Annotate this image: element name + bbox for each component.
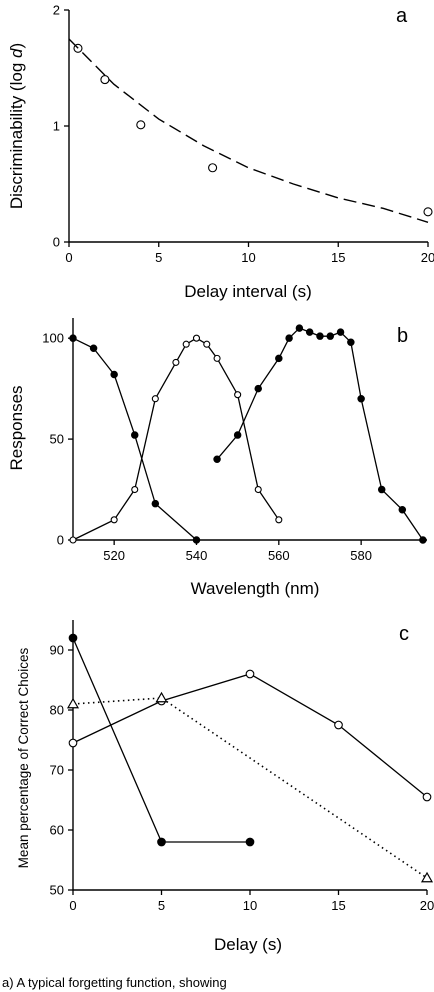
- panel-a-x-axis-label: Delay interval (s): [184, 282, 312, 301]
- panel-a-y-axis-label-close: ): [7, 43, 26, 49]
- panel-b-series-2-point: [275, 354, 283, 363]
- panel-c-label: c: [399, 623, 409, 645]
- panel-b-y-axis-label: Responses: [7, 385, 26, 470]
- panel-a-series-0-point: [136, 120, 146, 130]
- panel-c-series-1-point: [334, 720, 343, 730]
- panel-a-y-axis-label-var: d: [7, 48, 26, 58]
- panel-a-xtick-label: 0: [65, 250, 72, 265]
- panel-a-ytick-label: 1: [53, 119, 60, 134]
- figure-caption: a) A typical forgetting function, showin…: [2, 975, 227, 990]
- panel-c-xtick-label: 20: [420, 898, 434, 913]
- panel-c-series-0-line: [72, 637, 250, 843]
- panel-a-series-0-point: [208, 163, 218, 173]
- panel-c-series-2-point: [155, 691, 168, 703]
- panel-a-xtick-label: 15: [331, 250, 345, 265]
- panel-c-xtick-label: 15: [331, 898, 345, 913]
- panel-c-ytick-label: 90: [50, 643, 64, 658]
- panel-b-series-2-point: [285, 334, 293, 342]
- panel-b-series-0-point: [110, 370, 118, 379]
- panel-c-y-axis-label: Mean percentage of Correct Choices: [16, 647, 31, 868]
- panel-c-series-2-point: [66, 697, 80, 709]
- panel-c-xtick-label: 0: [69, 898, 76, 913]
- panel-c-series-1-point: [68, 738, 78, 748]
- panel-c-series-0-point: [157, 837, 166, 847]
- panel-b-axes: [72, 318, 427, 541]
- panel-c-series-2-point: [420, 871, 434, 883]
- panel-a-label: a: [396, 5, 408, 27]
- panel-b-xtick-label: 520: [103, 548, 125, 563]
- panel-c-axes: [72, 620, 427, 891]
- panel-b-label: b: [397, 325, 408, 347]
- panel-a-series-0-point: [100, 75, 110, 85]
- panel-b-series-1-point: [110, 516, 118, 524]
- panel-a-xtick-label: 10: [241, 250, 255, 265]
- panel-b-series-1-point: [192, 334, 201, 342]
- panel-c-series-1-point: [245, 669, 255, 679]
- panel-a-ytick-label: 2: [53, 3, 60, 18]
- panel-b-series-1-point: [203, 340, 211, 348]
- panel-b-ytick-label: 0: [57, 533, 64, 548]
- panel-b-series-1-point: [275, 516, 283, 524]
- panel-b-series-2-point: [336, 328, 345, 336]
- panel-b-series-2-point: [254, 384, 262, 393]
- panel-c-x-axis-label: Delay (s): [214, 935, 282, 954]
- panel-b-xtick-label: 580: [350, 548, 372, 563]
- panel-b-series-2-point: [347, 338, 355, 346]
- panel-a-xtick-label: 5: [155, 250, 162, 265]
- panel-a-series-1-fit-curve: [68, 38, 429, 223]
- panel-b-series-0-point: [192, 536, 201, 544]
- panel-c-ytick-label: 60: [50, 823, 64, 838]
- panel-b-series-1-point: [213, 354, 221, 362]
- panel-c-series-0-point: [68, 633, 78, 643]
- panel-b-series-2-point: [316, 332, 324, 340]
- panel-b-ytick-label: 50: [50, 432, 64, 447]
- panel-c-xtick-label: 5: [158, 898, 165, 913]
- panel-b-series-2-line: [216, 327, 424, 541]
- panel-c-ytick-label: 50: [50, 883, 64, 898]
- panel-c-series-2-line: [72, 697, 428, 879]
- panel-b-series-2-point: [377, 485, 386, 494]
- panel-b-series-1-point: [182, 340, 190, 348]
- panel-b-series-1-point: [131, 485, 139, 494]
- panel-b-series-0-point: [151, 499, 160, 508]
- panel-c-series-1-point: [422, 792, 432, 802]
- panel-b-series-0-point: [130, 431, 139, 439]
- panel-b-series-2-point: [398, 505, 407, 514]
- panel-b-series-1-point: [254, 485, 262, 494]
- panel-a-y-axis-label: Discriminability (log d): [7, 43, 26, 209]
- panel-b-series-2-point: [305, 328, 314, 336]
- panel-b-series-2-point: [213, 455, 221, 464]
- panel-c: 50 60 70 80 90 0 5 10 15 20 c Delay (s) Mean per…: [16, 620, 434, 954]
- panel-c-xtick-label: 10: [243, 898, 257, 913]
- panel-a-ytick-label: 0: [53, 235, 60, 250]
- panel-b-series-1-point: [234, 391, 242, 399]
- panel-b-series-2-point: [295, 324, 304, 332]
- panel-b-series-2-point: [419, 536, 427, 544]
- panel-c-ytick-label: 70: [50, 763, 64, 778]
- panel-b-series-1-point: [172, 358, 180, 366]
- panel-a: 0 1 2 0 5 10 15 20 a Delay interval (s) Discri…: [7, 3, 434, 302]
- panel-b-series-0-line: [72, 337, 197, 541]
- panel-b-series-2-point: [233, 431, 242, 439]
- panel-b-series-1-point: [151, 395, 159, 403]
- panel-a-series-0-point: [423, 207, 433, 217]
- panel-b-series-1-point: [69, 536, 77, 544]
- panel-b-series-0-point: [69, 334, 77, 342]
- panel-b-x-axis-label: Wavelength (nm): [191, 579, 320, 598]
- panel-b: 0 50 100 520 540 560 580 b Wavelength (nm) Re…: [7, 318, 427, 598]
- panel-c-series-0-point: [245, 837, 255, 847]
- panel-c-ytick-label: 80: [50, 703, 64, 718]
- panel-a-y-axis-label-main: Discriminability (log: [7, 58, 26, 209]
- panel-b-ytick-label: 100: [42, 331, 64, 346]
- panel-b-xtick-label: 540: [186, 548, 208, 563]
- panel-b-series-0-point: [89, 344, 98, 353]
- panel-c-series-1-line: [72, 673, 428, 798]
- panel-b-series-2-point: [357, 394, 365, 403]
- panel-a-axes: [68, 10, 428, 243]
- panel-b-xtick-label: 560: [268, 548, 290, 563]
- panel-a-xtick-label: 20: [421, 250, 434, 265]
- panel-b-series-2-point: [326, 332, 335, 340]
- panel-b-series-1-line: [72, 337, 280, 541]
